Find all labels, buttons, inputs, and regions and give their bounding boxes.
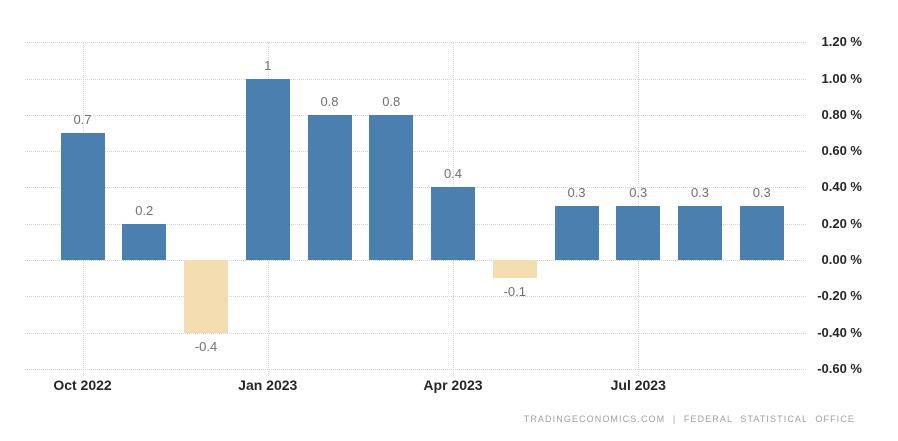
bar-negative[interactable] — [492, 260, 537, 279]
bar-value-label: 0.2 — [135, 202, 154, 218]
bar-value-label: 0.3 — [567, 184, 586, 200]
y-axis-tick-label: -0.40 % — [817, 324, 862, 340]
y-axis-tick-label: 0.40 % — [821, 179, 862, 195]
y-axis-tick-label: -0.20 % — [817, 288, 862, 304]
x-axis-tick-label: Oct 2022 — [53, 377, 112, 393]
bar-value-label: -0.1 — [503, 284, 526, 300]
chart-attribution: TRADINGECONOMICS.COM | FEDERAL STATISTIC… — [523, 414, 855, 424]
bar-value-label: 0.3 — [690, 184, 710, 200]
horizontal-gridline — [25, 368, 806, 370]
y-axis-tick-label: 0.80 % — [821, 106, 862, 122]
bar-value-label: 0.7 — [73, 111, 92, 127]
horizontal-gridline — [25, 78, 806, 80]
bar-value-label: 1 — [264, 57, 272, 73]
bar-positive[interactable] — [431, 187, 475, 260]
y-axis-tick-label: 1.00 % — [821, 70, 862, 86]
y-axis-tick-label: 0.60 % — [821, 143, 862, 159]
bar-positive[interactable] — [616, 205, 661, 260]
bar-positive[interactable] — [307, 114, 352, 260]
horizontal-gridline — [25, 296, 806, 298]
y-axis-tick-label: 0.00 % — [821, 252, 862, 267]
bar-positive[interactable] — [122, 223, 167, 260]
horizontal-gridline — [25, 223, 806, 225]
horizontal-gridline — [25, 42, 806, 44]
horizontal-gridline — [25, 187, 806, 189]
bar-value-label: 0.4 — [443, 166, 463, 182]
x-axis-tick-label: Apr 2023 — [423, 377, 483, 393]
y-axis-tick-label: 1.20 % — [821, 34, 862, 50]
horizontal-gridline — [25, 114, 806, 116]
horizontal-gridline — [25, 260, 806, 261]
bar-negative[interactable] — [184, 260, 228, 333]
bar-value-label: 0.8 — [320, 93, 339, 109]
x-axis-tick-label: Jul 2023 — [610, 377, 666, 393]
bar-value-label: 0.3 — [752, 184, 771, 200]
bar-positive[interactable] — [245, 78, 290, 260]
bar-value-label: 0.8 — [382, 93, 401, 109]
bar-value-label: -0.4 — [194, 338, 218, 354]
bar-positive[interactable] — [60, 132, 105, 260]
bar-positive[interactable] — [369, 114, 414, 260]
horizontal-gridline — [25, 332, 806, 334]
bar-positive[interactable] — [739, 205, 784, 260]
bar-positive[interactable] — [678, 205, 722, 260]
bar-positive[interactable] — [554, 205, 599, 260]
y-axis-tick-label: 0.20 % — [821, 215, 862, 231]
horizontal-gridline — [25, 151, 806, 153]
y-axis-tick-label: -0.60 % — [817, 360, 862, 376]
bar-value-label: 0.3 — [629, 184, 648, 200]
x-axis-tick-label: Jan 2023 — [238, 377, 298, 393]
